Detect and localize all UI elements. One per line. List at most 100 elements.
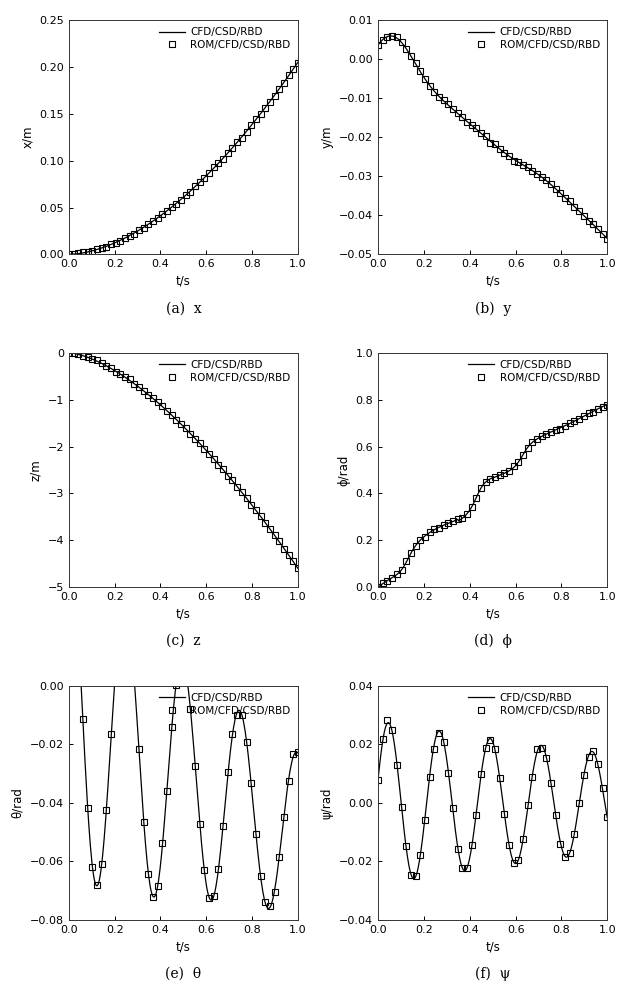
ROM/CFD/CSD/RBD bbox=[562, 420, 569, 432]
ROM/CFD/CSD/RBD bbox=[590, 745, 597, 757]
ROM/CFD/CSD/RBD bbox=[196, 176, 203, 188]
ROM/CFD/CSD/RBD bbox=[444, 98, 452, 110]
ROM/CFD/CSD/RBD bbox=[463, 862, 471, 874]
ROM/CFD/CSD/RBD bbox=[477, 127, 485, 139]
ROM/CFD/CSD/RBD bbox=[463, 508, 471, 520]
CFD/CSD/RBD bbox=[202, 443, 209, 455]
ROM/CFD/CSD/RBD bbox=[524, 161, 531, 173]
ROM/CFD/CSD/RBD bbox=[210, 161, 218, 173]
ROM/CFD/CSD/RBD bbox=[421, 73, 429, 85]
ROM/CFD/CSD/RBD bbox=[557, 187, 564, 199]
ROM/CFD/CSD/RBD bbox=[238, 709, 245, 721]
ROM/CFD/CSD/RBD bbox=[280, 811, 288, 823]
ROM/CFD/CSD/RBD bbox=[247, 777, 255, 789]
ROM/CFD/CSD/RBD bbox=[393, 568, 401, 580]
ROM/CFD/CSD/RBD bbox=[482, 130, 490, 142]
ROM/CFD/CSD/RBD bbox=[98, 858, 105, 870]
ROM/CFD/CSD/RBD bbox=[552, 183, 560, 195]
ROM/CFD/CSD/RBD bbox=[444, 517, 452, 529]
ROM/CFD/CSD/RBD bbox=[515, 456, 522, 468]
ROM/CFD/CSD/RBD bbox=[468, 839, 475, 851]
ROM/CFD/CSD/RBD bbox=[271, 886, 279, 898]
ROM/CFD/CSD/RBD bbox=[585, 215, 592, 227]
ROM/CFD/CSD/RBD bbox=[69, 546, 77, 558]
ROM/CFD/CSD/RBD bbox=[393, 31, 401, 43]
ROM/CFD/CSD/RBD bbox=[533, 433, 541, 445]
ROM/CFD/CSD/RBD bbox=[454, 843, 461, 855]
ROM/CFD/CSD/RBD bbox=[524, 799, 531, 811]
ROM/CFD/CSD/RBD bbox=[98, 242, 105, 254]
ROM/CFD/CSD/RBD bbox=[112, 237, 120, 249]
ROM/CFD/CSD/RBD bbox=[393, 759, 401, 771]
ROM/CFD/CSD/RBD bbox=[149, 215, 156, 227]
ROM/CFD/CSD/RBD bbox=[205, 448, 213, 460]
ROM/CFD/CSD/RBD bbox=[289, 748, 297, 760]
ROM/CFD/CSD/RBD bbox=[421, 531, 429, 543]
ROM/CFD/CSD/RBD bbox=[275, 83, 283, 95]
CFD/CSD/RBD bbox=[273, 87, 280, 99]
X-axis label: t/s: t/s bbox=[485, 608, 500, 621]
ROM/CFD/CSD/RBD bbox=[398, 36, 405, 48]
CFD/CSD/RBD bbox=[258, 880, 265, 892]
CFD/CSD/RBD bbox=[384, 717, 392, 729]
ROM/CFD/CSD/RBD bbox=[374, 774, 382, 786]
ROM/CFD/CSD/RBD bbox=[547, 426, 555, 438]
ROM/CFD/CSD/RBD bbox=[491, 138, 499, 150]
ROM/CFD/CSD/RBD bbox=[192, 433, 199, 445]
Y-axis label: θ/rad: θ/rad bbox=[11, 787, 24, 818]
ROM/CFD/CSD/RBD bbox=[510, 460, 518, 472]
ROM/CFD/CSD/RBD bbox=[215, 157, 222, 169]
ROM/CFD/CSD/RBD bbox=[384, 575, 391, 587]
ROM/CFD/CSD/RBD bbox=[468, 119, 475, 131]
ROM/CFD/CSD/RBD bbox=[285, 69, 292, 81]
Line: CFD/CSD/RBD: CFD/CSD/RBD bbox=[69, 353, 298, 568]
CFD/CSD/RBD bbox=[66, 509, 73, 521]
ROM/CFD/CSD/RBD bbox=[533, 168, 541, 180]
ROM/CFD/CSD/RBD bbox=[196, 818, 203, 830]
CFD/CSD/RBD bbox=[511, 154, 518, 166]
ROM/CFD/CSD/RBD bbox=[88, 353, 96, 365]
ROM/CFD/CSD/RBD bbox=[116, 368, 124, 380]
CFD/CSD/RBD bbox=[603, 233, 611, 245]
CFD/CSD/RBD bbox=[205, 891, 213, 903]
ROM/CFD/CSD/RBD bbox=[79, 246, 86, 258]
ROM/CFD/CSD/RBD bbox=[187, 703, 194, 715]
ROM/CFD/CSD/RBD bbox=[243, 126, 250, 138]
Line: ROM/CFD/CSD/RBD: ROM/CFD/CSD/RBD bbox=[376, 402, 610, 590]
ROM/CFD/CSD/RBD bbox=[557, 423, 564, 435]
ROM/CFD/CSD/RBD bbox=[243, 492, 250, 504]
CFD/CSD/RBD bbox=[374, 581, 382, 593]
ROM/CFD/CSD/RBD bbox=[65, 347, 73, 359]
ROM/CFD/CSD/RBD bbox=[275, 851, 283, 863]
ROM/CFD/CSD/RBD bbox=[416, 65, 424, 77]
ROM/CFD/CSD/RBD bbox=[594, 758, 602, 770]
ROM/CFD/CSD/RBD bbox=[501, 808, 508, 820]
ROM/CFD/CSD/RBD bbox=[233, 709, 241, 721]
ROM/CFD/CSD/RBD bbox=[379, 733, 387, 745]
ROM/CFD/CSD/RBD bbox=[247, 499, 255, 511]
ROM/CFD/CSD/RBD bbox=[262, 896, 269, 908]
ROM/CFD/CSD/RBD bbox=[416, 534, 424, 546]
ROM/CFD/CSD/RBD bbox=[149, 392, 156, 404]
ROM/CFD/CSD/RBD bbox=[266, 523, 274, 535]
ROM/CFD/CSD/RBD bbox=[131, 675, 138, 687]
ROM/CFD/CSD/RBD bbox=[552, 809, 560, 821]
ROM/CFD/CSD/RBD bbox=[463, 116, 471, 128]
ROM/CFD/CSD/RBD bbox=[149, 891, 156, 903]
CFD/CSD/RBD bbox=[294, 747, 302, 759]
Line: CFD/CSD/RBD: CFD/CSD/RBD bbox=[378, 404, 607, 587]
ROM/CFD/CSD/RBD bbox=[121, 598, 129, 610]
ROM/CFD/CSD/RBD bbox=[412, 540, 419, 552]
ROM/CFD/CSD/RBD bbox=[93, 354, 101, 366]
ROM/CFD/CSD/RBD bbox=[590, 406, 597, 418]
ROM/CFD/CSD/RBD bbox=[403, 555, 410, 567]
ROM/CFD/CSD/RBD bbox=[201, 864, 208, 876]
ROM/CFD/CSD/RBD bbox=[388, 572, 396, 584]
ROM/CFD/CSD/RBD bbox=[163, 785, 171, 797]
ROM/CFD/CSD/RBD bbox=[257, 510, 264, 522]
ROM/CFD/CSD/RBD bbox=[182, 189, 190, 201]
ROM/CFD/CSD/RBD bbox=[435, 522, 443, 534]
ROM/CFD/CSD/RBD bbox=[131, 378, 138, 390]
ROM/CFD/CSD/RBD bbox=[215, 863, 222, 875]
ROM/CFD/CSD/RBD bbox=[388, 30, 396, 42]
